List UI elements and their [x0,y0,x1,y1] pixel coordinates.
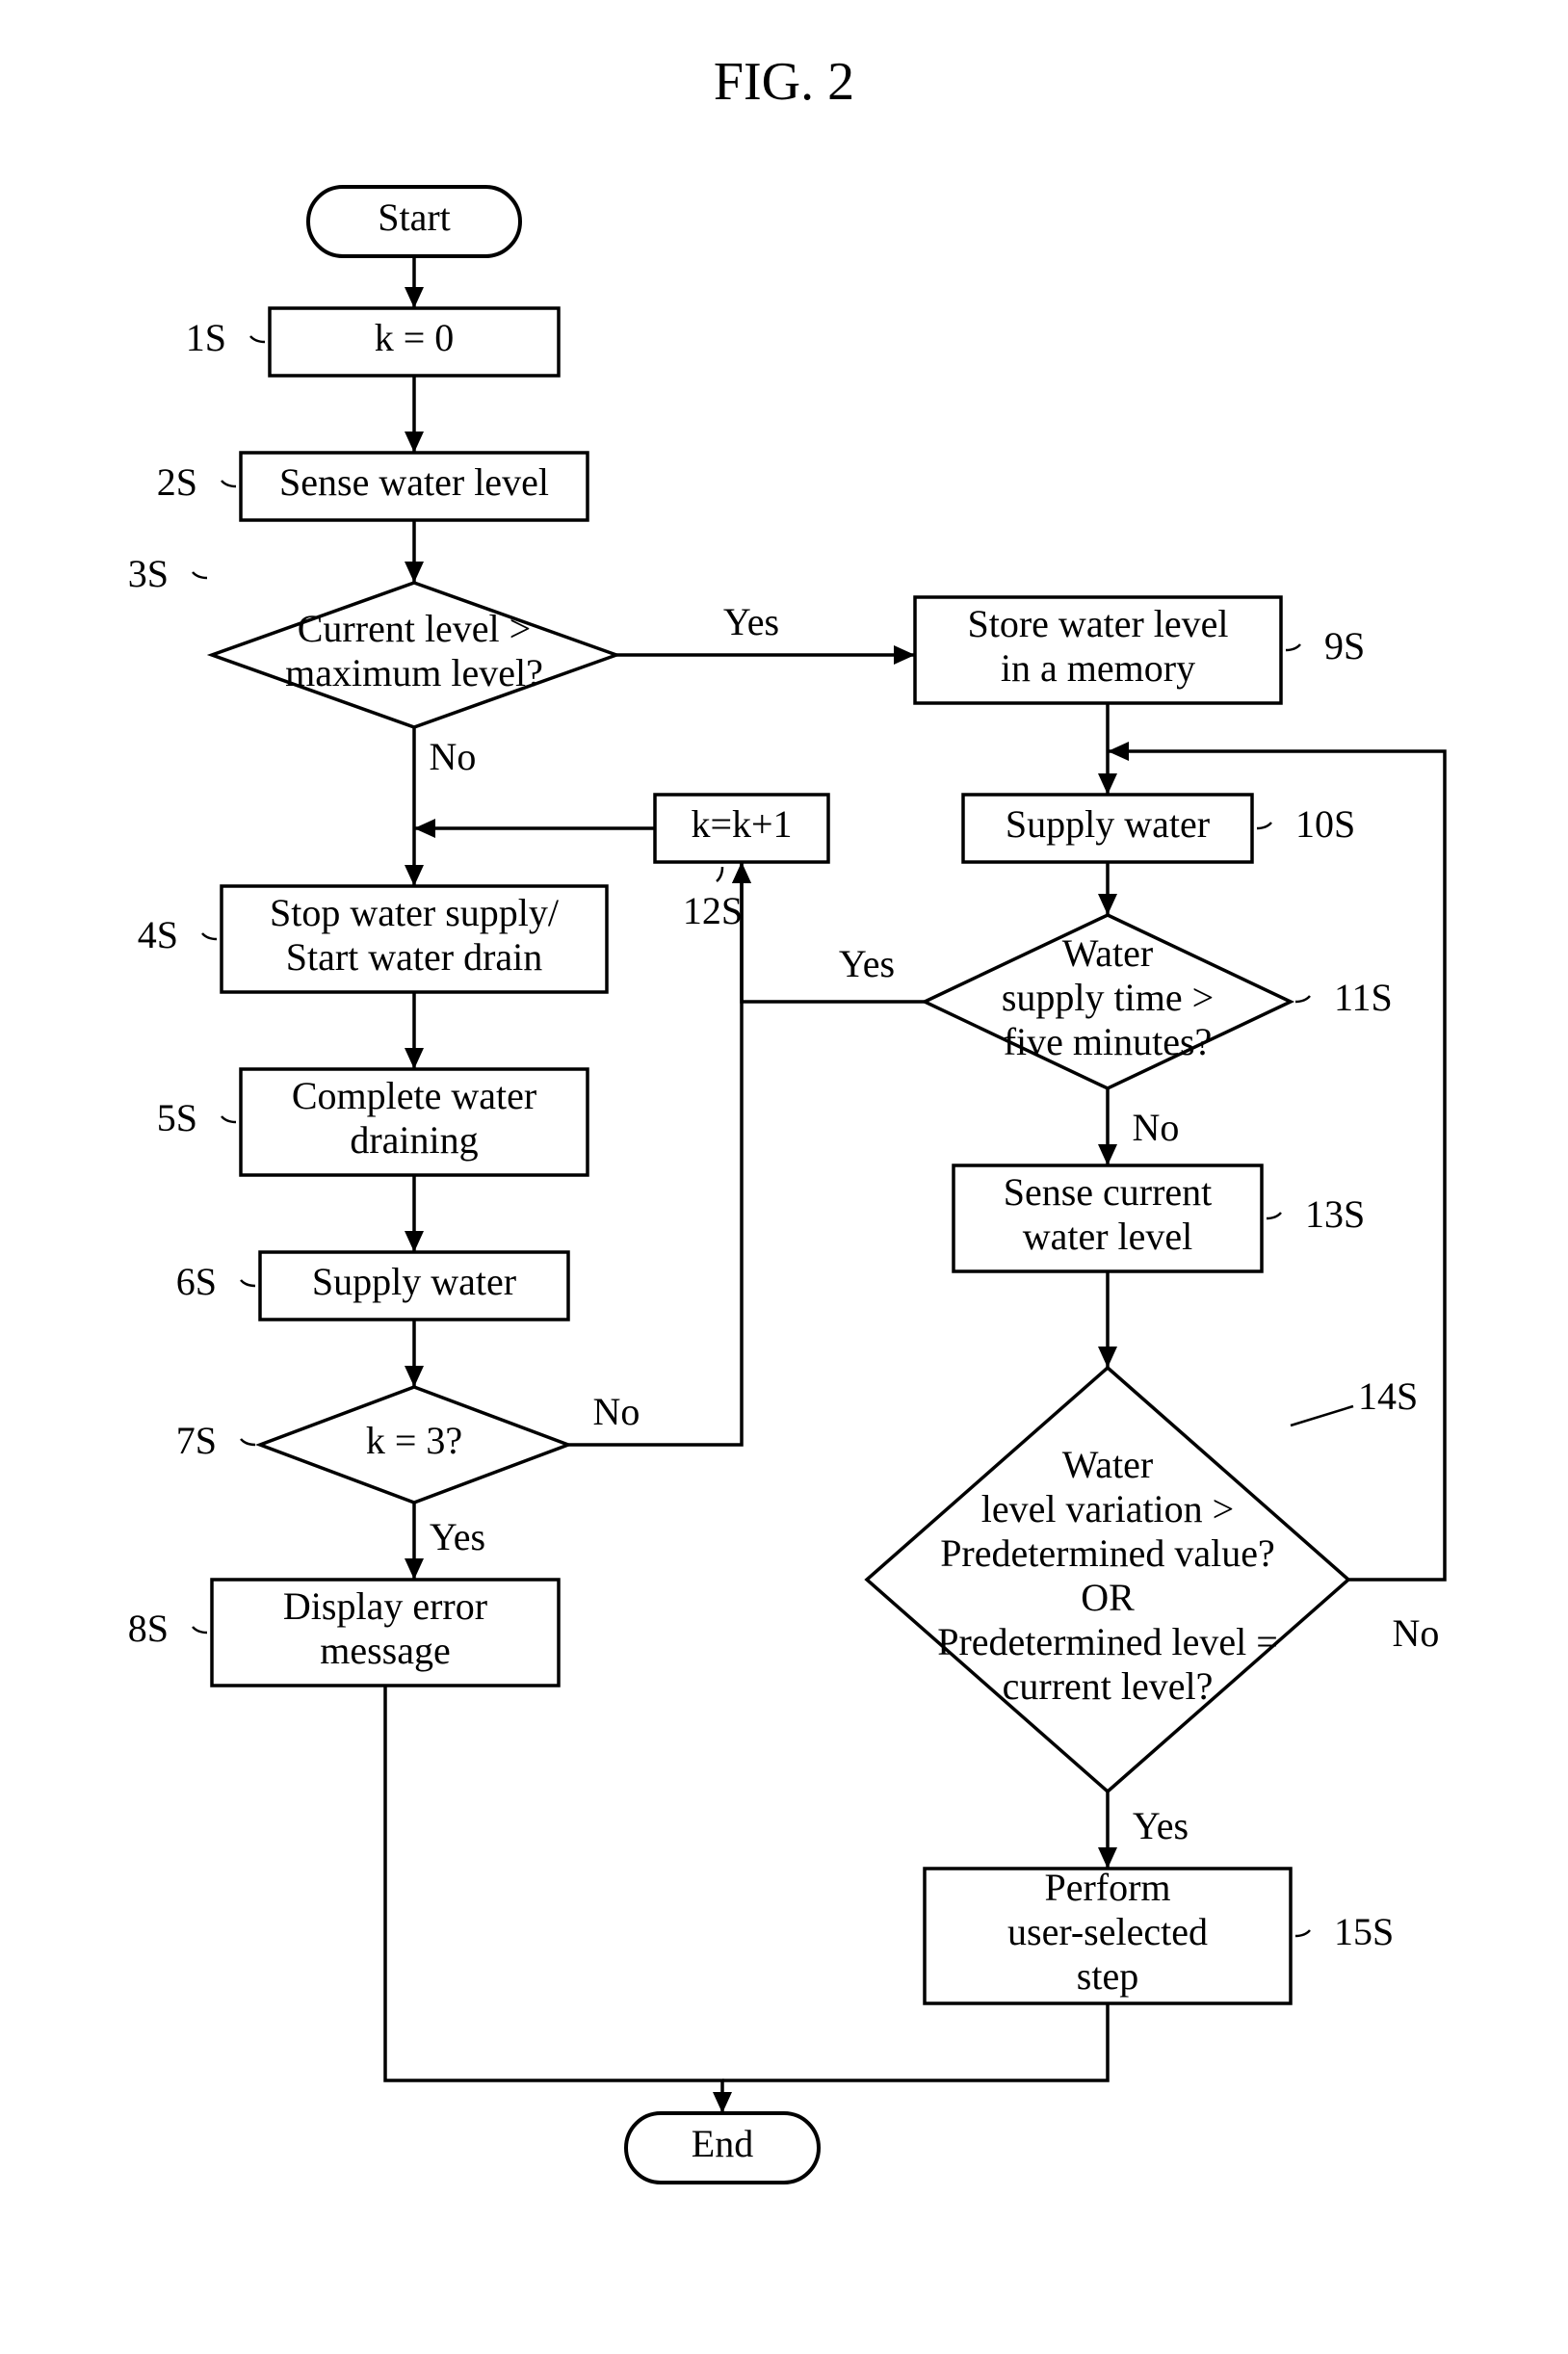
svg-text:1S: 1S [186,316,226,359]
svg-text:Start water drain: Start water drain [286,935,543,979]
svg-text:Stop water supply/: Stop water supply/ [270,891,560,934]
svg-text:6S: 6S [176,1260,217,1303]
svg-text:8S: 8S [128,1607,169,1650]
svg-text:Water: Water [1062,1443,1154,1486]
svg-text:Yes: Yes [839,942,895,985]
svg-text:Current level >: Current level > [298,607,531,650]
svg-text:15S: 15S [1334,1910,1394,1953]
svg-text:five minutes?: five minutes? [1004,1020,1213,1063]
svg-text:Display error: Display error [283,1584,487,1628]
svg-text:current level?: current level? [1003,1664,1214,1708]
svg-text:Water: Water [1062,931,1154,975]
svg-text:Sense water level: Sense water level [279,460,549,504]
svg-text:user-selected: user-selected [1007,1910,1208,1953]
svg-text:water level: water level [1023,1215,1193,1258]
svg-text:10S: 10S [1295,802,1355,846]
svg-text:Perform: Perform [1044,1866,1170,1909]
svg-text:4S: 4S [138,913,178,956]
svg-text:draining: draining [350,1118,478,1162]
svg-text:Predetermined level =: Predetermined level = [937,1620,1278,1663]
svg-text:14S: 14S [1358,1374,1418,1418]
svg-text:k = 3?: k = 3? [366,1419,462,1462]
svg-text:Sense current: Sense current [1004,1170,1213,1214]
svg-text:2S: 2S [157,460,197,504]
svg-text:End: End [692,2122,753,2165]
svg-text:Supply water: Supply water [1006,802,1210,846]
svg-text:3S: 3S [128,552,169,595]
svg-text:13S: 13S [1305,1192,1365,1236]
svg-text:11S: 11S [1334,976,1393,1019]
svg-text:No: No [1393,1611,1440,1655]
svg-text:supply time >: supply time > [1002,976,1214,1019]
svg-text:maximum level?: maximum level? [285,651,543,694]
svg-text:Store water level: Store water level [968,602,1229,645]
svg-text:Supply water: Supply water [312,1260,516,1303]
svg-text:Predetermined value?: Predetermined value? [940,1531,1275,1575]
svg-text:No: No [1133,1106,1180,1149]
svg-text:No: No [593,1390,640,1433]
flowchart-svg: FIG. 2 No Yes Yes No Yes Yes No No Start k = 0 1S Se… [0,0,1568,2354]
svg-text:7S: 7S [176,1419,217,1462]
svg-text:k=k+1: k=k+1 [691,802,792,846]
svg-text:FIG. 2: FIG. 2 [714,52,854,112]
svg-text:No: No [430,735,477,778]
svg-text:12S: 12S [683,889,743,932]
svg-text:message: message [320,1629,451,1672]
svg-text:step: step [1077,1954,1138,1998]
svg-text:k = 0: k = 0 [375,316,455,359]
svg-text:in a memory: in a memory [1001,646,1195,690]
svg-text:5S: 5S [157,1096,197,1139]
svg-text:9S: 9S [1324,624,1365,667]
svg-text:Yes: Yes [1133,1804,1189,1847]
svg-text:level variation >: level variation > [981,1487,1234,1530]
svg-text:Complete water: Complete water [292,1074,536,1117]
svg-text:OR: OR [1081,1576,1135,1619]
svg-text:Yes: Yes [430,1515,485,1558]
svg-text:Start: Start [378,196,451,239]
svg-text:Yes: Yes [723,600,779,643]
